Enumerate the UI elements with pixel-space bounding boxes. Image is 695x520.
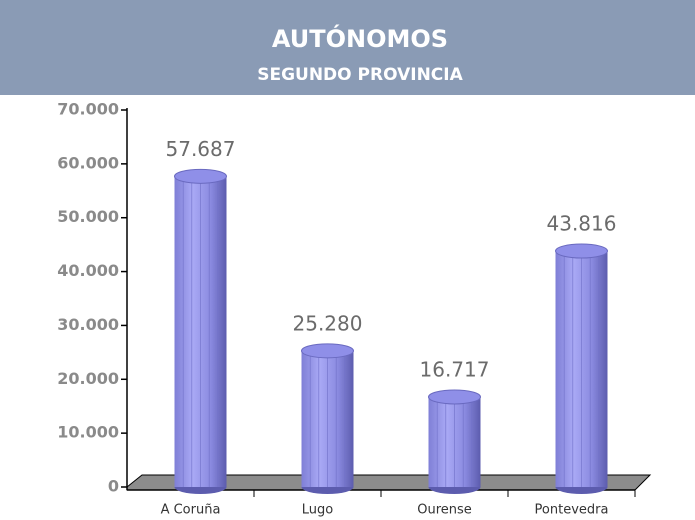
y-tick-label: 60.000 bbox=[57, 153, 119, 172]
chart-subtitle: SEGUNDO PROVINCIA bbox=[257, 65, 463, 85]
bar-top bbox=[428, 389, 481, 405]
y-tick-label: 20.000 bbox=[57, 369, 119, 388]
value-label: 25.280 bbox=[293, 311, 363, 335]
value-label: 57.687 bbox=[166, 137, 236, 161]
bar-top bbox=[555, 243, 608, 259]
value-label: 43.816 bbox=[547, 212, 617, 236]
bar-top bbox=[301, 343, 354, 359]
y-tick-label: 0 bbox=[108, 477, 119, 496]
x-tick-label: Pontevedra bbox=[535, 503, 609, 518]
x-tick-label: Lugo bbox=[302, 503, 334, 518]
x-tick-label: Ourense bbox=[417, 503, 472, 518]
y-tick-label: 70.000 bbox=[57, 100, 119, 119]
x-tick-label: A Coruña bbox=[161, 503, 221, 518]
header-band bbox=[0, 0, 695, 95]
chart-title: AUTÓNOMOS bbox=[272, 23, 448, 53]
value-label: 16.717 bbox=[420, 357, 490, 381]
y-tick-label: 30.000 bbox=[57, 315, 119, 334]
y-tick-label: 40.000 bbox=[57, 261, 119, 280]
bar-top bbox=[174, 168, 227, 184]
y-tick-label: 10.000 bbox=[57, 423, 119, 442]
y-tick-label: 50.000 bbox=[57, 207, 119, 226]
